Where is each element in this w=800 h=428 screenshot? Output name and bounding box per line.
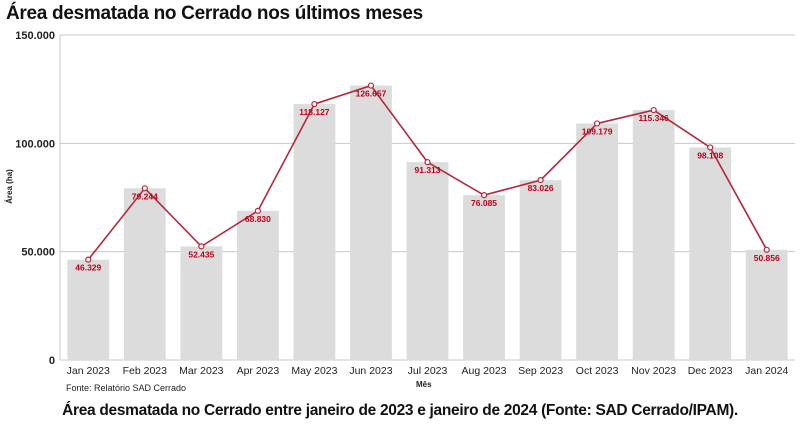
- y-tick-label: 150.000: [15, 30, 55, 42]
- x-tick-label: May 2023: [291, 365, 337, 377]
- x-tick-label: Dec 2023: [688, 365, 733, 377]
- x-tick-label: Nov 2023: [631, 365, 676, 377]
- data-label: 126.657: [356, 89, 387, 99]
- data-label: 109.179: [582, 126, 613, 136]
- bar: [293, 104, 336, 360]
- data-label: 91.313: [415, 165, 441, 175]
- data-point: [198, 243, 205, 250]
- data-point: [763, 246, 770, 253]
- bar: [632, 110, 675, 360]
- data-point: [594, 120, 601, 127]
- bar: [406, 162, 449, 360]
- x-tick-label: Mar 2023: [179, 365, 224, 377]
- x-tick-label: Feb 2023: [123, 365, 168, 377]
- data-label: 115.346: [639, 113, 670, 123]
- bar: [350, 85, 392, 360]
- data-label: 79.244: [132, 191, 158, 201]
- data-label: 83.026: [528, 183, 554, 193]
- bar: [463, 195, 505, 360]
- bar: [745, 249, 788, 360]
- y-axis-label: Área (ha): [4, 169, 14, 204]
- x-tick-label: Sep 2023: [518, 365, 563, 377]
- data-point: [311, 100, 318, 108]
- bar: [519, 180, 562, 360]
- bar: [67, 259, 110, 360]
- y-tick-label: 0: [49, 355, 55, 367]
- x-tick-label: Jul 2023: [408, 365, 448, 377]
- caption: Área desmatada no Cerrado entre janeiro …: [62, 402, 738, 419]
- data-label: 76.085: [471, 198, 497, 208]
- bar: [236, 210, 279, 360]
- data-label: 118.127: [299, 107, 330, 117]
- data-label: 46.329: [75, 263, 101, 273]
- x-tick-label: Jun 2023: [349, 365, 392, 377]
- data-point: [537, 177, 544, 184]
- data-label: 98.108: [697, 150, 723, 160]
- x-axis-label: Mês: [416, 380, 432, 389]
- x-tick-label: Jan 2024: [745, 365, 788, 377]
- x-tick-label: Oct 2023: [576, 365, 619, 377]
- y-tick-label: 100.000: [15, 138, 55, 150]
- data-point: [650, 106, 657, 114]
- x-tick-label: Aug 2023: [462, 365, 507, 377]
- data-point: [141, 185, 148, 192]
- data-label: 68.830: [245, 214, 271, 224]
- bar: [180, 246, 223, 360]
- data-point: [254, 207, 261, 214]
- bar: [123, 188, 166, 360]
- y-tick-label: 50.000: [21, 247, 55, 259]
- data-point: [367, 82, 375, 89]
- bar: [576, 123, 619, 361]
- x-tick-label: Apr 2023: [237, 365, 280, 377]
- data-point: [707, 144, 714, 151]
- x-tick-label: Jan 2023: [67, 365, 110, 377]
- source-note: Fonte: Relatório SAD Cerrado: [66, 383, 187, 393]
- data-label: 52.435: [188, 249, 214, 259]
- bar: [689, 147, 732, 360]
- data-label: 50.856: [754, 253, 780, 263]
- data-point: [424, 159, 431, 166]
- data-point: [480, 192, 488, 199]
- data-point: [85, 256, 92, 263]
- chart-title: Área desmatada no Cerrado nos últimos me…: [6, 3, 423, 24]
